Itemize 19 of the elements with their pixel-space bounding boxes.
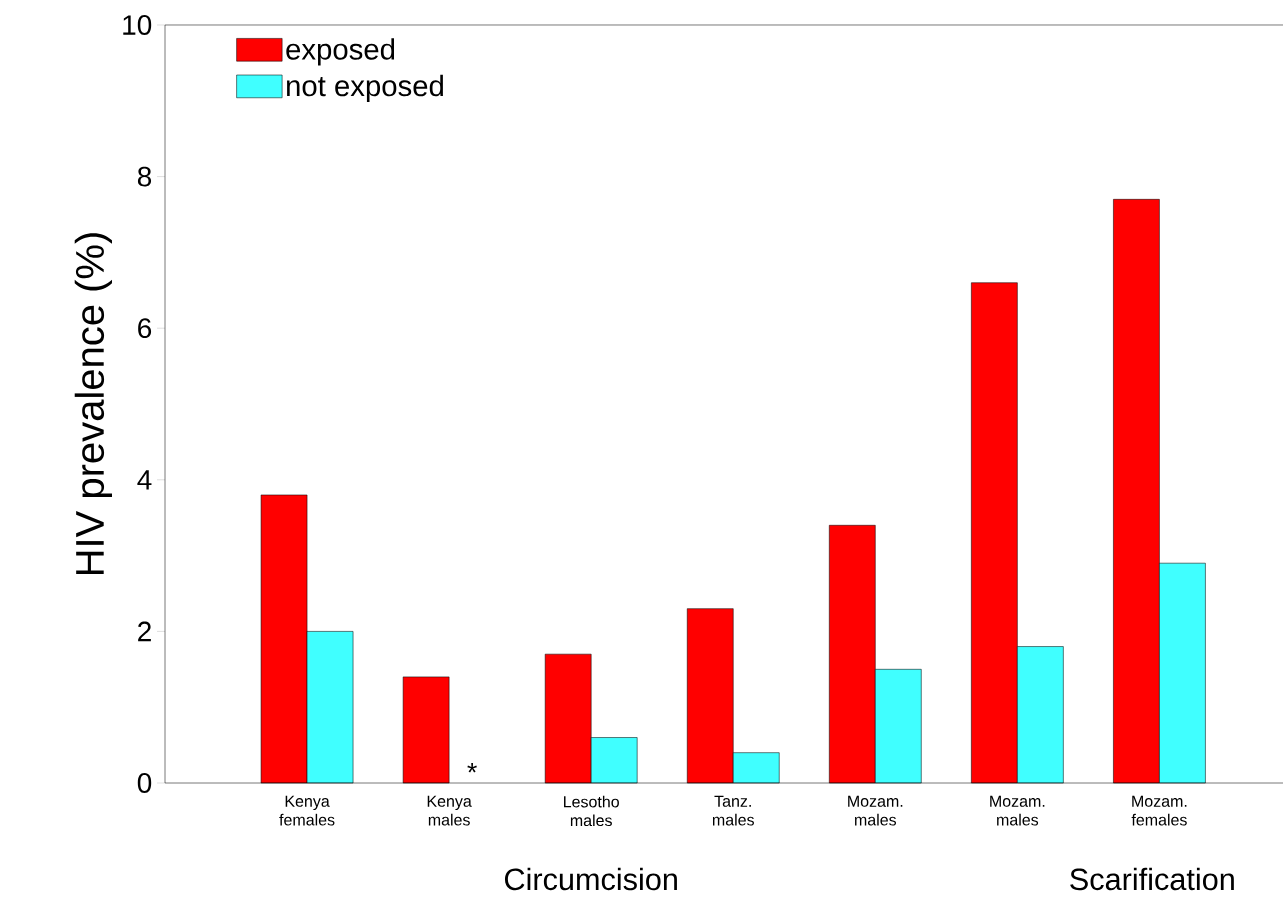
x-tick-label: Lesotho males (564, 795, 619, 827)
text: Scarification (1070, 867, 1234, 891)
legend-label: exposed (286, 38, 395, 66)
y-tick-label: 0 (137, 773, 152, 793)
text: Circumcision (504, 867, 677, 891)
annotation: * (467, 763, 477, 773)
legend-label: not exposed (287, 74, 443, 103)
x-tick-label: Tanz. males (712, 795, 754, 826)
y-tick-label: 4 (137, 470, 152, 490)
x-tick-label: Mozam. males (848, 795, 903, 826)
y-tick-label: 2 (138, 621, 151, 642)
y-tick-label: 10 (123, 15, 152, 35)
x-tick-label: Mozam. females (1131, 795, 1187, 826)
x-tick-label: Kenya females (279, 795, 335, 826)
y-tick-label: 8 (137, 166, 152, 187)
x-tick-label: Mozam. males (990, 795, 1045, 826)
y-tick-label: 6 (138, 318, 152, 339)
y-axis-title: HIV prevalence (%) (74, 233, 112, 575)
x-tick-label: Kenya males (427, 795, 472, 826)
